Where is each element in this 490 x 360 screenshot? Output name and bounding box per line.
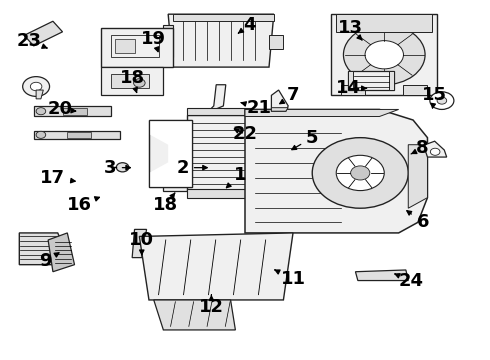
Text: 15: 15 [422, 86, 447, 108]
Text: 20: 20 [48, 100, 76, 118]
Polygon shape [245, 109, 399, 117]
Text: 6: 6 [407, 211, 429, 231]
Polygon shape [34, 131, 120, 139]
Circle shape [336, 155, 384, 190]
Text: 23: 23 [16, 32, 47, 50]
Text: 8: 8 [411, 139, 429, 157]
Text: 13: 13 [338, 19, 363, 40]
Circle shape [36, 131, 46, 138]
Polygon shape [101, 28, 173, 67]
Polygon shape [355, 270, 408, 280]
Circle shape [134, 79, 145, 87]
Text: 24: 24 [395, 271, 423, 289]
Polygon shape [403, 85, 427, 95]
Circle shape [312, 138, 408, 208]
Text: 2: 2 [176, 159, 207, 177]
Circle shape [351, 166, 370, 180]
Polygon shape [271, 90, 288, 111]
Bar [173, 173, 211, 184]
Bar [187, 108, 252, 115]
Polygon shape [331, 14, 437, 95]
Circle shape [30, 82, 42, 91]
Polygon shape [425, 141, 447, 157]
Bar [67, 132, 91, 138]
Text: 21: 21 [241, 99, 272, 117]
Polygon shape [389, 71, 394, 90]
Text: 3: 3 [104, 159, 130, 177]
Text: 1: 1 [226, 166, 246, 188]
Polygon shape [34, 106, 111, 117]
Polygon shape [24, 21, 63, 46]
Circle shape [430, 148, 440, 155]
Polygon shape [149, 120, 192, 187]
Polygon shape [173, 14, 274, 21]
Polygon shape [139, 233, 293, 300]
Polygon shape [101, 67, 163, 95]
Polygon shape [48, 233, 74, 272]
Polygon shape [271, 108, 288, 111]
Bar [149, 120, 192, 187]
Bar [149, 120, 192, 187]
Circle shape [36, 108, 46, 115]
Circle shape [184, 174, 196, 183]
Circle shape [23, 77, 49, 96]
Text: 5: 5 [292, 129, 318, 150]
Circle shape [365, 41, 403, 69]
Polygon shape [245, 109, 427, 233]
Polygon shape [19, 233, 72, 265]
Text: 18: 18 [153, 193, 178, 214]
Polygon shape [36, 90, 43, 99]
Text: 14: 14 [336, 79, 367, 97]
Bar [63, 108, 87, 115]
Text: 19: 19 [141, 30, 166, 52]
Polygon shape [408, 145, 427, 208]
Polygon shape [348, 71, 353, 90]
Circle shape [430, 92, 454, 109]
Polygon shape [168, 14, 274, 67]
Text: 12: 12 [199, 295, 224, 316]
Polygon shape [154, 300, 235, 330]
Polygon shape [132, 229, 147, 258]
Text: 4: 4 [238, 16, 256, 34]
Text: 7: 7 [280, 86, 299, 104]
Polygon shape [207, 85, 226, 113]
Polygon shape [336, 14, 432, 32]
Polygon shape [341, 85, 365, 95]
Text: 16: 16 [67, 196, 99, 214]
Bar [111, 35, 159, 57]
Text: 22: 22 [232, 125, 258, 143]
Polygon shape [163, 166, 221, 190]
Bar [187, 189, 252, 198]
Circle shape [343, 25, 425, 85]
Circle shape [116, 163, 129, 172]
Polygon shape [163, 25, 173, 57]
Bar [115, 39, 135, 53]
Bar [187, 115, 252, 190]
Text: 18: 18 [120, 69, 145, 93]
Text: 11: 11 [275, 270, 306, 288]
Text: 9: 9 [40, 252, 59, 270]
Polygon shape [269, 35, 283, 49]
Circle shape [437, 97, 447, 104]
Polygon shape [197, 109, 228, 134]
Bar [348, 71, 394, 90]
Text: 10: 10 [129, 231, 154, 255]
Bar [111, 74, 149, 88]
Text: 17: 17 [40, 169, 75, 187]
